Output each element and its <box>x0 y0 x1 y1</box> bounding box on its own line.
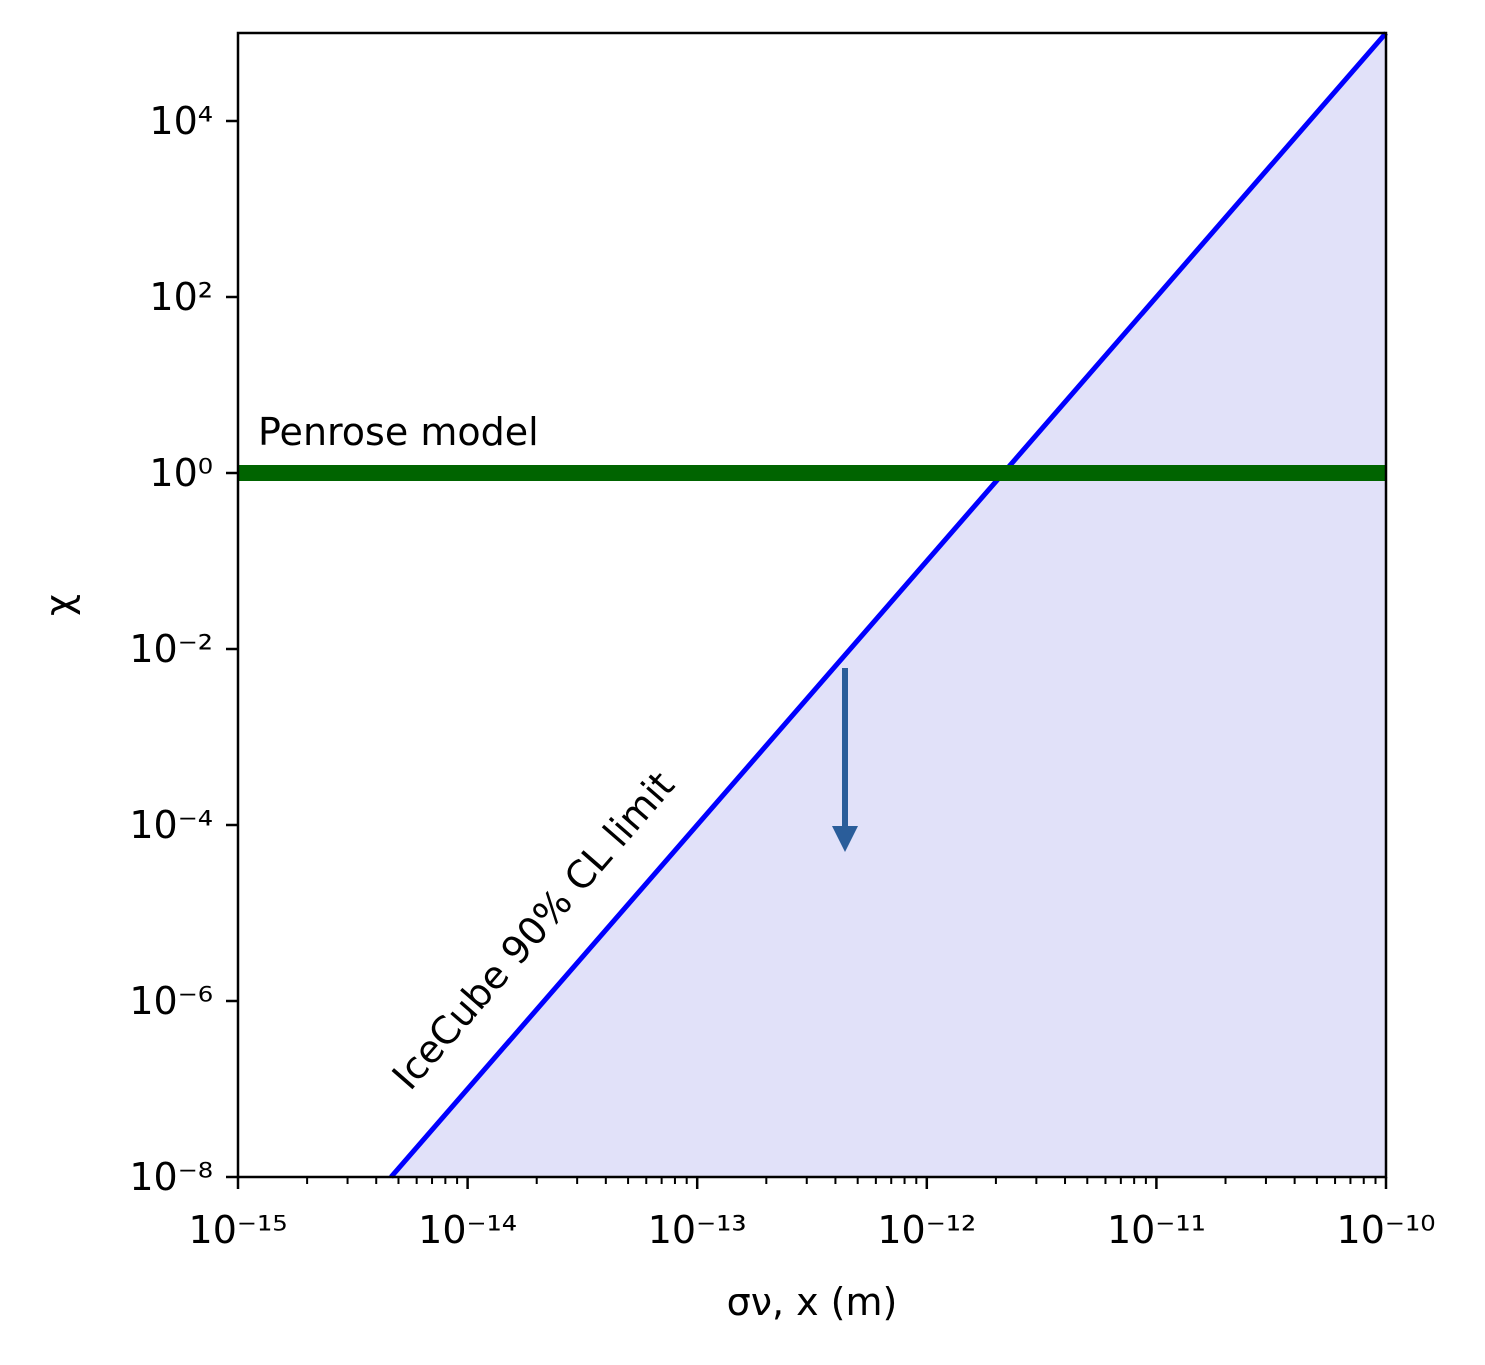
y-tick-label: 10⁻² <box>129 627 213 671</box>
plot-area <box>238 31 1388 1179</box>
plot-frame <box>236 31 1388 1179</box>
x-axis-label: σν, x (m) <box>727 1280 898 1324</box>
arrow-head <box>832 826 858 852</box>
x-tick-label: 10⁻¹³ <box>648 1208 747 1252</box>
y-tick-label: 10⁻⁸ <box>129 1155 213 1199</box>
x-tick-label: 10⁻¹² <box>877 1208 976 1252</box>
y-tick-label: 10² <box>149 275 213 319</box>
x-tick-label: 10⁻¹¹ <box>1107 1208 1206 1252</box>
x-tick-label: 10⁻¹⁰ <box>1337 1208 1436 1252</box>
line <box>389 31 1388 1179</box>
x-tick-label: 10⁻¹⁴ <box>418 1208 517 1252</box>
series-label: Penrose model <box>258 410 539 454</box>
y-tick-label: 10⁻⁶ <box>129 979 213 1023</box>
y-tick-label: 10⁰ <box>149 451 213 495</box>
y-axis-label: χ <box>37 594 81 616</box>
y-tick-label: 10⁴ <box>149 99 213 143</box>
y-tick-label: 10⁻⁴ <box>129 803 213 847</box>
x-tick-label: 10⁻¹⁵ <box>189 1208 288 1252</box>
